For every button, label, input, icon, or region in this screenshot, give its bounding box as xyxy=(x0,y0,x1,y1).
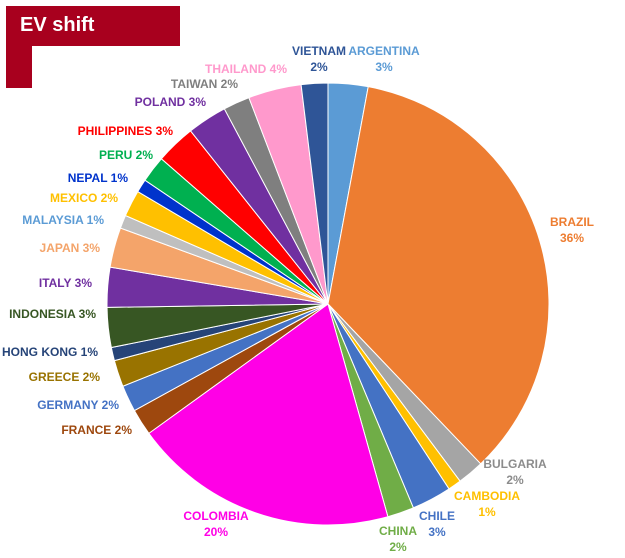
pie-label-cambodia: CAMBODIA 1% xyxy=(454,489,520,519)
pie-label-colombia: COLOMBIA 20% xyxy=(183,509,249,539)
pie-label-malaysia: MALAYSIA 1% xyxy=(22,213,104,227)
pie-label-germany: GERMANY 2% xyxy=(37,398,119,412)
pie-label-argentina: ARGENTINA 3% xyxy=(348,44,420,74)
title-banner-tab xyxy=(6,46,32,88)
pie-label-chile: CHILE 3% xyxy=(419,509,455,539)
pie-slice-brazil xyxy=(327,86,550,465)
pie-slice-colombia xyxy=(148,303,389,526)
pie-slice-vietnam xyxy=(300,82,329,305)
title-banner xyxy=(6,6,180,46)
pie-label-italy: ITALY 3% xyxy=(39,276,92,290)
pie-label-china: CHINA 2% xyxy=(379,524,417,554)
pie-label-thailand: THAILAND 4% xyxy=(205,62,287,76)
pie-label-brazil: BRAZIL 36% xyxy=(550,215,594,245)
pie-label-nepal: NEPAL 1% xyxy=(68,171,129,185)
pie-label-philippines: PHILIPPINES 3% xyxy=(78,124,174,138)
pie-label-indonesia: INDONESIA 3% xyxy=(9,307,96,321)
pie-label-vietnam: VIETNAM 2% xyxy=(292,44,346,74)
pie-label-france: FRANCE 2% xyxy=(61,423,132,437)
pie-label-hong-kong: HONG KONG 1% xyxy=(2,345,98,359)
pie-label-japan: JAPAN 3% xyxy=(40,241,101,255)
pie-label-peru: PERU 2% xyxy=(99,148,153,162)
pie-label-bulgaria: BULGARIA 2% xyxy=(483,457,547,487)
pie-slices xyxy=(106,82,550,526)
pie-label-poland: POLAND 3% xyxy=(135,95,207,109)
pie-label-greece: GREECE 2% xyxy=(29,370,101,384)
page-title: EV shift xyxy=(20,14,95,36)
pie-label-mexico: MEXICO 2% xyxy=(50,191,118,205)
pie-labels: ARGENTINA 3% BRAZIL 36% BULGARIA 2%CAMBODIA 1%… xyxy=(2,44,594,554)
pie-label-taiwan: TAIWAN 2% xyxy=(171,77,238,91)
